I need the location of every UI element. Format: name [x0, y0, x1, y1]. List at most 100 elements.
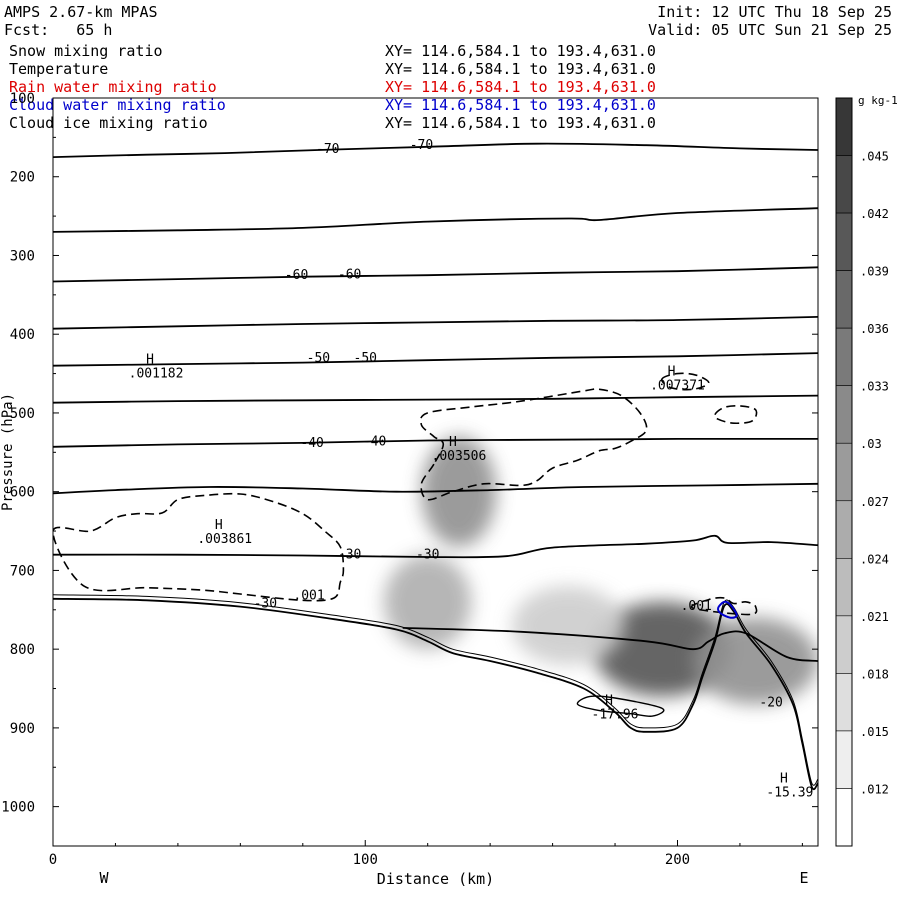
y-tick-label: 300 — [10, 248, 35, 264]
contour-labels-layer: -70 -70 -60 -60 -50 -50 -40 -40 -30 -30 -30 -20 .001… — [129, 138, 814, 800]
x-tick-label: 100 — [353, 852, 378, 868]
colorbar-tick-label: .012 — [860, 782, 889, 796]
snow-shading-layer — [383, 436, 818, 705]
y-tick-label: 200 — [10, 170, 35, 186]
isotherm-line — [53, 142, 818, 158]
field-name-temperature: Temperature — [9, 60, 109, 78]
valid-time: Valid: 05 UTC Sun 21 Sep 25 — [648, 21, 892, 39]
max-marker-label: H — [605, 693, 613, 708]
isotherm-line — [402, 627, 818, 662]
west-direction-label: W — [99, 869, 109, 887]
colorbar-segment — [835, 212, 853, 271]
isotherm-label: -40 — [363, 434, 386, 449]
cloud-water-contour — [717, 600, 738, 619]
field-name-cloud-water: Cloud water mixing ratio — [9, 96, 226, 114]
isotherm-label: -50 — [354, 351, 377, 366]
cloud-ice-contour — [713, 404, 758, 425]
terrain-line — [53, 597, 818, 791]
colorbar-segment — [835, 327, 853, 386]
isotherm-label: -50 — [307, 351, 330, 366]
colorbar-tick-label: .03 — [860, 437, 882, 451]
field-xy-temperature: XY= 114.6,584.1 to 193.4,631.0 — [385, 60, 656, 78]
colorbar-tick-label: .027 — [860, 495, 889, 509]
max-value-label: .003506 — [432, 449, 487, 464]
x-tick-label: 0 — [49, 852, 57, 868]
cloud-ice-contour — [53, 492, 345, 602]
east-direction-label: E — [799, 869, 808, 887]
max-marker-label: H — [146, 353, 154, 368]
colorbar-tick-label: .039 — [860, 265, 889, 279]
isotherm-line — [53, 352, 818, 367]
x-tick-label: 200 — [665, 852, 690, 868]
field-name-snow: Snow mixing ratio — [9, 42, 163, 60]
max-value-label: .001182 — [129, 367, 184, 382]
max-value-label: .007371 — [650, 378, 705, 393]
colorbar-tick-label: .021 — [860, 610, 889, 624]
isotherm-label: -40 — [300, 436, 323, 451]
max-marker-label: H — [668, 364, 676, 379]
rain-contour — [576, 695, 665, 717]
y-tick-label: 100 — [10, 91, 35, 107]
colorbar-segment — [835, 730, 853, 789]
isotherm-line — [53, 482, 818, 495]
max-marker-label: H — [780, 771, 788, 786]
field-xy-cloud-ice: XY= 114.6,584.1 to 193.4,631.0 — [385, 114, 656, 132]
colorbar-segment — [835, 615, 853, 674]
isotherm-line — [53, 394, 818, 404]
y-tick-label: 500 — [10, 406, 35, 422]
snow-shade-blob — [693, 617, 818, 705]
max-value-label: .001 — [293, 589, 324, 604]
axes-layer: 100 200 300 400 500 600 700 800 900 1000 0 100 200 Di… — [0, 91, 818, 888]
colorbar-tick-label: .024 — [860, 552, 889, 566]
snow-shade-blob — [383, 554, 472, 650]
colorbar-unit-label: g kg-1 — [858, 94, 898, 107]
max-value-label: .003861 — [197, 532, 252, 547]
colorbar-segment — [835, 385, 853, 444]
colorbar-tick-label: .045 — [860, 150, 889, 164]
isotherm-line — [53, 266, 818, 283]
colorbar-segment — [835, 270, 853, 329]
colorbar: .012 .015 .018 .021 .024 .027 .03 .033 .036 .039.… — [835, 94, 898, 847]
colorbar-frame — [835, 97, 853, 847]
max-marker-label: H — [215, 518, 223, 533]
isotherm-line — [53, 437, 818, 448]
isotherm-label: -20 — [759, 696, 782, 711]
colorbar-segment — [835, 155, 853, 214]
y-tick-label: 900 — [10, 721, 35, 737]
y-tick-label: 400 — [10, 327, 35, 343]
field-xy-snow: XY= 114.6,584.1 to 193.4,631.0 — [385, 42, 656, 60]
field-name-rain: Rain water mixing ratio — [9, 78, 217, 96]
isotherm-label: -30 — [338, 548, 361, 563]
isotherm-label: -70 — [316, 142, 339, 157]
max-value-label: .001 — [681, 599, 712, 614]
isotherm-label: -60 — [285, 268, 308, 283]
x-axis-label: Distance (km) — [377, 870, 494, 888]
plot-frame — [52, 97, 819, 847]
colorbar-segment — [835, 673, 853, 732]
y-tick-label: 600 — [10, 485, 35, 501]
colorbar-tick-label: .033 — [860, 380, 889, 394]
colorbar-segment — [835, 788, 853, 847]
max-marker-label: H — [449, 435, 457, 450]
field-xy-rain: XY= 114.6,584.1 to 193.4,631.0 — [385, 78, 656, 96]
max-value-label: -17.96 — [592, 707, 639, 722]
max-value-label: -15.39 — [766, 785, 813, 800]
isotherm-line — [53, 207, 818, 233]
colorbar-segment — [835, 558, 853, 617]
colorbar-tick-label: .036 — [860, 322, 889, 336]
colorbar-tick-label: .015 — [860, 725, 889, 739]
cloud-ice-contour — [660, 372, 710, 391]
colorbar-segment — [835, 442, 853, 502]
field-name-cloud-ice: Cloud ice mixing ratio — [9, 114, 208, 132]
isotherm-label: -30 — [416, 548, 439, 563]
forecast-hour: Fcst: 65 h — [4, 21, 113, 39]
isotherm-line — [53, 316, 818, 330]
cloud-ice-contour — [690, 596, 758, 616]
colorbar-segment — [835, 97, 853, 156]
colorbar-tick-label: .018 — [860, 667, 889, 681]
field-xy-cloud-water: XY= 114.6,584.1 to 193.4,631.0 — [385, 96, 656, 114]
y-tick-label: 800 — [10, 642, 35, 658]
init-time: Init: 12 UTC Thu 18 Sep 25 — [657, 3, 892, 21]
contour-layer — [53, 142, 818, 791]
